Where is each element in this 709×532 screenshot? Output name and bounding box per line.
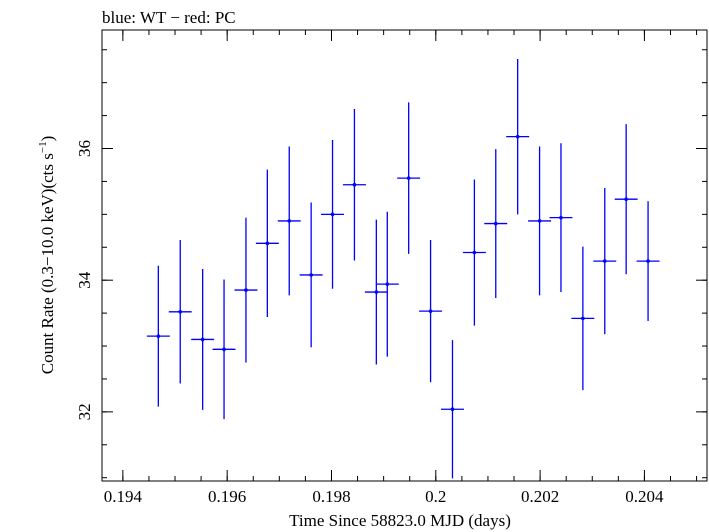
data-point xyxy=(484,149,508,298)
point-marker xyxy=(581,316,585,321)
x-tick-label: 0.194 xyxy=(104,487,143,506)
x-tick-label: 0.2 xyxy=(425,487,446,506)
point-marker xyxy=(385,282,390,286)
y-axis-label-superscript: −1 xyxy=(37,141,49,153)
y-tick-label: 36 xyxy=(75,140,94,157)
y-tick-label: 34 xyxy=(75,271,94,289)
data-points xyxy=(146,58,660,479)
point-marker xyxy=(406,176,411,180)
data-point xyxy=(614,124,638,275)
y-axis-label-main: Count Rate (0.3−10.0 keV)(cts s xyxy=(38,153,57,374)
point-marker xyxy=(450,407,455,412)
point-marker xyxy=(428,309,433,313)
point-marker xyxy=(602,259,607,263)
point-marker xyxy=(646,259,650,263)
x-axis-label: Time Since 58823.0 MJD (days) xyxy=(289,511,511,530)
point-marker xyxy=(178,309,183,314)
point-marker xyxy=(309,273,313,277)
point-marker xyxy=(330,212,335,217)
y-tick-label: 32 xyxy=(75,403,94,420)
data-point xyxy=(168,240,192,384)
data-point xyxy=(375,211,399,357)
point-marker xyxy=(624,197,628,202)
point-marker xyxy=(515,134,520,139)
point-marker xyxy=(265,241,270,246)
x-tick-label: 0.204 xyxy=(625,487,664,506)
x-tick-label: 0.198 xyxy=(312,487,350,506)
data-point xyxy=(528,146,552,296)
data-point xyxy=(299,202,323,348)
data-point xyxy=(255,169,279,318)
data-point xyxy=(441,340,464,479)
data-point xyxy=(636,201,660,322)
y-tick-labels: 32 34 36 xyxy=(75,140,94,420)
data-point xyxy=(397,102,421,254)
data-point xyxy=(234,217,258,363)
data-point xyxy=(593,188,617,335)
x-tick-label: 0.202 xyxy=(521,487,559,506)
point-marker xyxy=(222,347,226,352)
point-marker xyxy=(200,337,205,342)
data-point xyxy=(506,58,530,215)
chart-title: blue: WT − red: PC xyxy=(102,8,236,27)
data-point xyxy=(419,240,443,383)
data-point xyxy=(571,246,595,391)
point-marker xyxy=(244,288,248,292)
x-tick-labels: 0.194 0.196 0.198 0.2 0.202 0.204 xyxy=(104,487,664,506)
point-marker xyxy=(156,334,161,338)
data-point xyxy=(191,268,215,410)
data-point xyxy=(212,279,236,420)
data-point xyxy=(146,265,170,407)
data-point xyxy=(321,139,344,289)
point-marker xyxy=(559,215,563,220)
y-axis-label-close: ) xyxy=(38,136,57,142)
point-marker xyxy=(352,182,357,187)
point-marker xyxy=(472,250,477,255)
data-point xyxy=(364,219,388,365)
y-axis-label: Count Rate (0.3−10.0 keV)(cts s−1) xyxy=(37,136,57,375)
point-marker xyxy=(287,219,292,223)
point-marker xyxy=(537,219,542,223)
axis-ticks xyxy=(102,30,707,481)
x-tick-label: 0.196 xyxy=(208,487,246,506)
data-point xyxy=(277,146,301,296)
plot-frame xyxy=(101,29,708,482)
point-marker xyxy=(493,221,498,226)
data-point xyxy=(549,143,573,293)
point-marker xyxy=(374,290,379,294)
data-point xyxy=(462,179,486,326)
data-point xyxy=(342,109,366,261)
